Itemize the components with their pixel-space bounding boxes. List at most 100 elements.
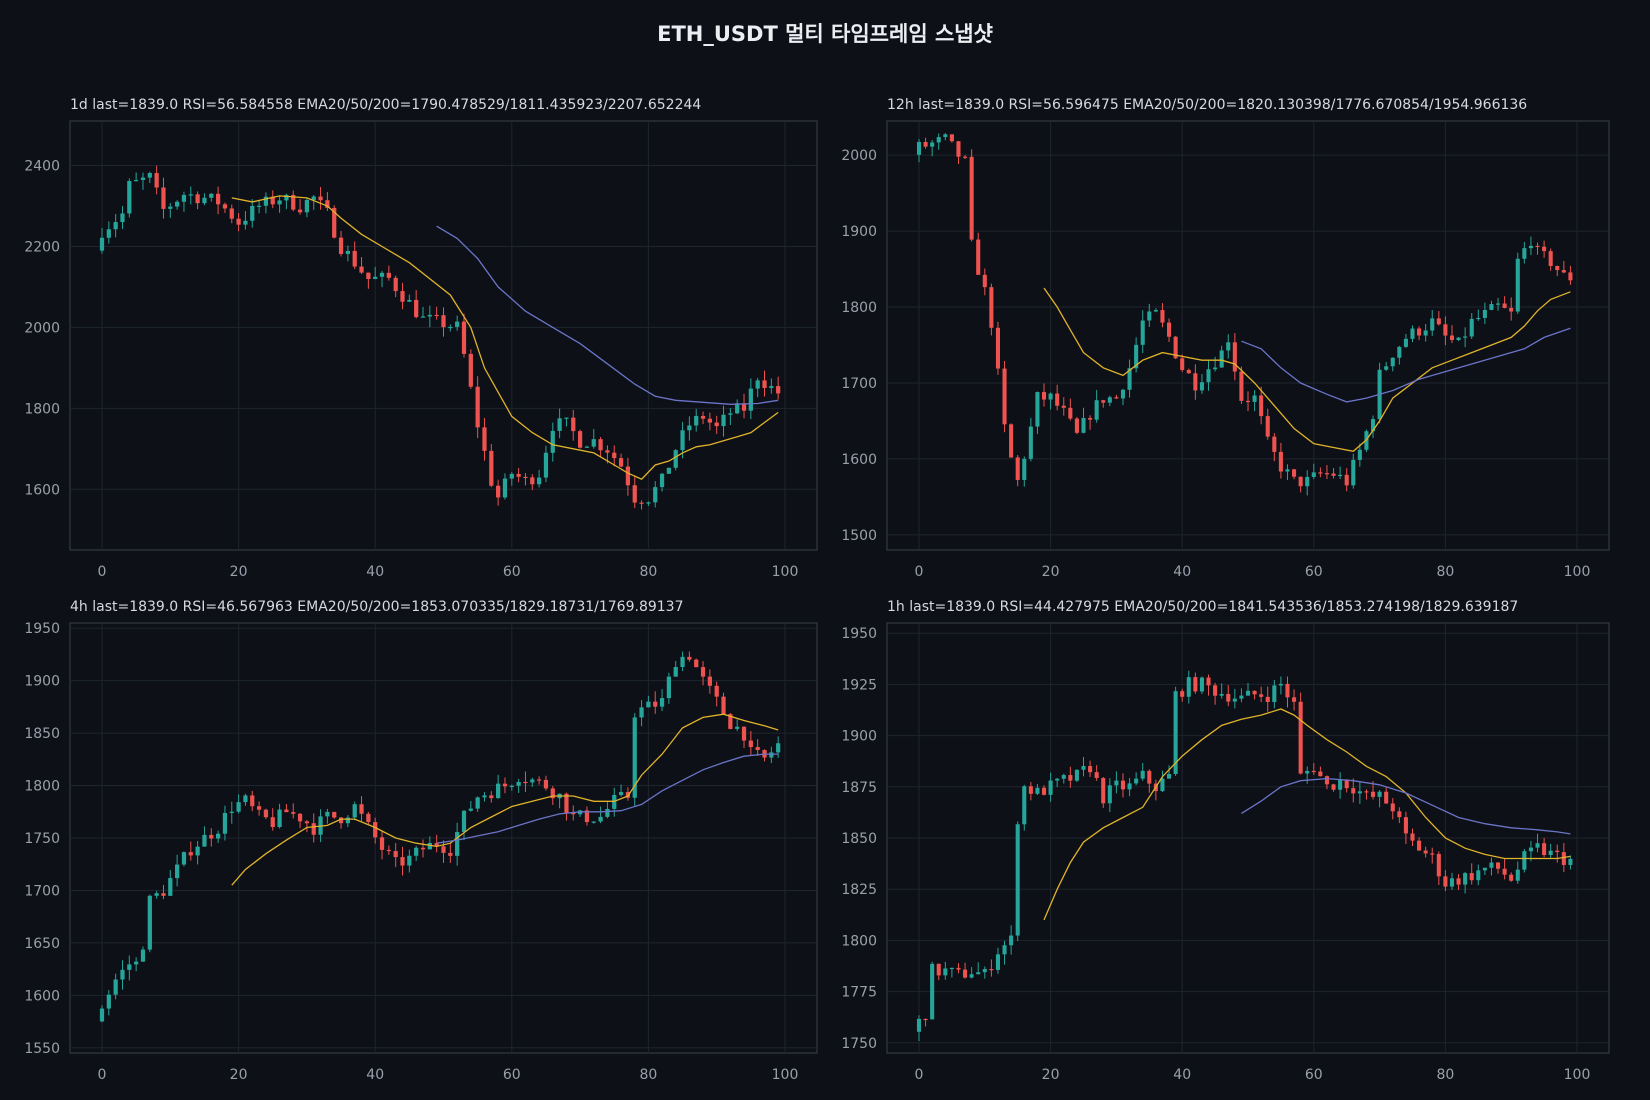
candle — [1489, 300, 1494, 311]
candle — [489, 791, 494, 803]
candle — [134, 957, 139, 972]
candle — [707, 412, 712, 431]
candle — [963, 154, 968, 160]
candle — [1535, 242, 1540, 255]
candle — [1423, 324, 1428, 342]
candle — [325, 192, 330, 211]
candle — [393, 275, 398, 298]
y-tick-label: 1850 — [841, 831, 877, 847]
candle — [215, 186, 221, 215]
candle — [1226, 685, 1231, 707]
candle — [297, 813, 303, 829]
candle — [1226, 334, 1231, 359]
candle — [359, 796, 364, 822]
ema20-line — [231, 713, 779, 886]
candle — [557, 408, 562, 439]
candle — [325, 808, 330, 824]
candle — [1449, 325, 1455, 344]
candle — [564, 792, 569, 821]
candle — [1074, 769, 1079, 783]
candle — [936, 133, 941, 150]
candle — [550, 422, 555, 462]
candle — [1088, 760, 1093, 777]
candle — [659, 472, 665, 492]
candle — [1094, 389, 1099, 423]
candle — [741, 393, 747, 419]
panel-title: 12h last=1839.0 RSI=56.596475 EMA20/50/2… — [887, 97, 1527, 113]
y-tick-label: 1875 — [841, 780, 877, 796]
candle — [1193, 672, 1198, 694]
candle — [1285, 676, 1290, 708]
candle — [989, 959, 994, 977]
candle — [99, 1005, 105, 1023]
candle — [420, 306, 426, 318]
candle — [1094, 765, 1099, 781]
candle — [976, 232, 981, 275]
candle — [297, 198, 303, 215]
candle — [1068, 766, 1073, 788]
candle — [584, 806, 590, 826]
candle — [332, 811, 337, 819]
candle — [400, 846, 405, 876]
candle — [1331, 783, 1336, 792]
chart-panel-0: 0 20 40 60 80 100 1600 1800 2000 2200 2400 1d last=… — [24, 97, 818, 580]
candle — [1568, 855, 1573, 870]
candle — [1370, 415, 1376, 439]
candle — [530, 777, 535, 787]
candle — [673, 660, 678, 677]
y-tick-label: 1800 — [24, 779, 60, 795]
candle — [584, 445, 590, 448]
candle — [916, 139, 922, 163]
candle — [1436, 851, 1441, 885]
candle — [1509, 872, 1514, 882]
candle — [943, 133, 948, 141]
candle — [1022, 784, 1027, 831]
candle — [1120, 388, 1126, 406]
candle — [140, 946, 146, 962]
candle — [694, 408, 699, 432]
candle — [666, 467, 672, 474]
candle — [1028, 781, 1033, 801]
candle — [352, 241, 357, 270]
candle — [1213, 356, 1218, 372]
y-tick-label: 1800 — [841, 300, 877, 316]
candle — [366, 272, 371, 289]
candle — [1469, 312, 1474, 340]
candle — [1502, 858, 1507, 880]
candle — [1417, 326, 1422, 341]
candle — [1496, 297, 1501, 311]
candle — [1048, 772, 1053, 802]
candle — [516, 467, 521, 483]
candle — [923, 1018, 928, 1027]
candle — [639, 700, 644, 727]
candle — [1423, 846, 1428, 858]
candle — [113, 213, 118, 238]
candle — [427, 305, 432, 328]
candle — [1232, 688, 1237, 709]
x-tick-label: 80 — [1436, 1067, 1454, 1083]
candle — [577, 429, 583, 449]
candle — [338, 231, 344, 257]
candle — [1482, 867, 1487, 876]
candle — [414, 845, 419, 861]
candle — [1081, 756, 1086, 777]
ema50-line — [1241, 777, 1571, 835]
x-tick-label: 100 — [1564, 1067, 1591, 1083]
candle — [1186, 670, 1191, 704]
ema50-line — [436, 753, 779, 844]
candle — [1061, 773, 1066, 784]
candle — [1055, 384, 1060, 411]
candle — [250, 199, 255, 228]
candle — [106, 221, 111, 244]
candle — [188, 841, 193, 861]
candle — [659, 689, 665, 711]
candle — [956, 141, 961, 165]
x-tick-label: 80 — [639, 564, 657, 580]
candle — [1180, 688, 1185, 702]
candle — [1127, 777, 1132, 797]
candle — [345, 245, 350, 262]
candle — [700, 661, 706, 686]
candle — [1555, 265, 1560, 277]
candle — [1048, 392, 1053, 410]
y-tick-label: 1500 — [841, 528, 877, 544]
